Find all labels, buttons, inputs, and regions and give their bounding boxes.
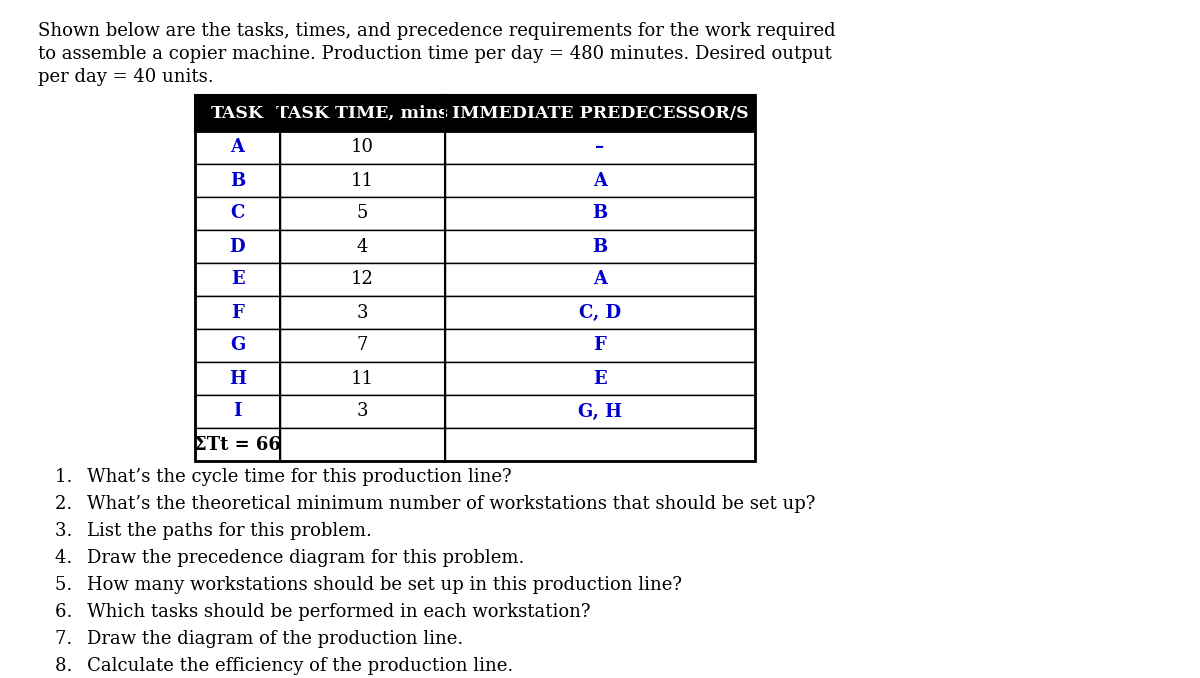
Text: F: F bbox=[232, 304, 244, 321]
Bar bbox=[445, 131, 755, 164]
Bar bbox=[445, 197, 755, 230]
Text: 12: 12 bbox=[352, 271, 374, 289]
Bar bbox=[280, 428, 445, 461]
Text: 5: 5 bbox=[356, 205, 368, 222]
Text: C, D: C, D bbox=[578, 304, 622, 321]
Text: 3: 3 bbox=[356, 403, 368, 420]
Text: H: H bbox=[229, 370, 246, 388]
Text: A: A bbox=[593, 271, 607, 289]
Bar bbox=[194, 395, 280, 428]
Text: G: G bbox=[230, 336, 245, 355]
Bar bbox=[194, 362, 280, 395]
Text: E: E bbox=[593, 370, 607, 388]
Bar bbox=[194, 131, 280, 164]
Text: 11: 11 bbox=[352, 172, 374, 189]
Bar bbox=[280, 296, 445, 329]
Text: 2.  What’s the theoretical minimum number of workstations that should be set up?: 2. What’s the theoretical minimum number… bbox=[55, 495, 815, 513]
Bar bbox=[194, 296, 280, 329]
Text: per day = 40 units.: per day = 40 units. bbox=[38, 68, 214, 86]
Text: 7: 7 bbox=[356, 336, 368, 355]
Bar bbox=[445, 95, 755, 131]
Bar bbox=[280, 362, 445, 395]
Bar bbox=[280, 131, 445, 164]
Text: 1.  What’s the cycle time for this production line?: 1. What’s the cycle time for this produc… bbox=[55, 468, 511, 486]
Text: 3: 3 bbox=[356, 304, 368, 321]
Bar bbox=[280, 164, 445, 197]
Text: 10: 10 bbox=[352, 138, 374, 157]
Text: –: – bbox=[595, 138, 605, 157]
Text: TASK TIME, mins: TASK TIME, mins bbox=[276, 104, 449, 121]
Text: TASK: TASK bbox=[211, 104, 264, 121]
Text: A: A bbox=[593, 172, 607, 189]
Text: E: E bbox=[230, 271, 245, 289]
Bar bbox=[280, 230, 445, 263]
Text: C: C bbox=[230, 205, 245, 222]
Bar bbox=[445, 263, 755, 296]
Bar bbox=[194, 95, 280, 131]
Bar bbox=[280, 329, 445, 362]
Text: 6.  Which tasks should be performed in each workstation?: 6. Which tasks should be performed in ea… bbox=[55, 603, 590, 621]
Text: 8.  Calculate the efficiency of the production line.: 8. Calculate the efficiency of the produ… bbox=[55, 657, 514, 675]
Bar bbox=[280, 95, 445, 131]
Text: 4: 4 bbox=[356, 237, 368, 256]
Text: F: F bbox=[594, 336, 606, 355]
Text: B: B bbox=[230, 172, 245, 189]
Bar bbox=[445, 230, 755, 263]
Text: 5.  How many workstations should be set up in this production line?: 5. How many workstations should be set u… bbox=[55, 576, 682, 594]
Text: 11: 11 bbox=[352, 370, 374, 388]
Bar bbox=[194, 197, 280, 230]
Bar bbox=[445, 329, 755, 362]
Text: A: A bbox=[230, 138, 245, 157]
Text: 7.  Draw the diagram of the production line.: 7. Draw the diagram of the production li… bbox=[55, 630, 463, 648]
Bar bbox=[280, 395, 445, 428]
Bar bbox=[280, 263, 445, 296]
Bar bbox=[280, 197, 445, 230]
Text: ΣTt = 66: ΣTt = 66 bbox=[194, 435, 281, 454]
Bar bbox=[445, 395, 755, 428]
Bar bbox=[194, 329, 280, 362]
Text: IMMEDIATE PREDECESSOR/S: IMMEDIATE PREDECESSOR/S bbox=[451, 104, 749, 121]
Text: B: B bbox=[593, 205, 607, 222]
Text: 3.  List the paths for this problem.: 3. List the paths for this problem. bbox=[55, 522, 372, 540]
Text: Shown below are the tasks, times, and precedence requirements for the work requi: Shown below are the tasks, times, and pr… bbox=[38, 22, 835, 40]
Text: B: B bbox=[593, 237, 607, 256]
Bar bbox=[445, 362, 755, 395]
Text: 4.  Draw the precedence diagram for this problem.: 4. Draw the precedence diagram for this … bbox=[55, 549, 524, 567]
Bar bbox=[445, 296, 755, 329]
Text: to assemble a copier machine. Production time per day = 480 minutes. Desired out: to assemble a copier machine. Production… bbox=[38, 45, 832, 63]
Bar bbox=[194, 428, 280, 461]
Bar bbox=[194, 164, 280, 197]
Bar bbox=[194, 230, 280, 263]
Text: D: D bbox=[229, 237, 245, 256]
Bar bbox=[194, 95, 755, 461]
Bar bbox=[445, 428, 755, 461]
Bar bbox=[194, 263, 280, 296]
Text: G, H: G, H bbox=[578, 403, 622, 420]
Bar bbox=[445, 164, 755, 197]
Text: I: I bbox=[233, 403, 241, 420]
